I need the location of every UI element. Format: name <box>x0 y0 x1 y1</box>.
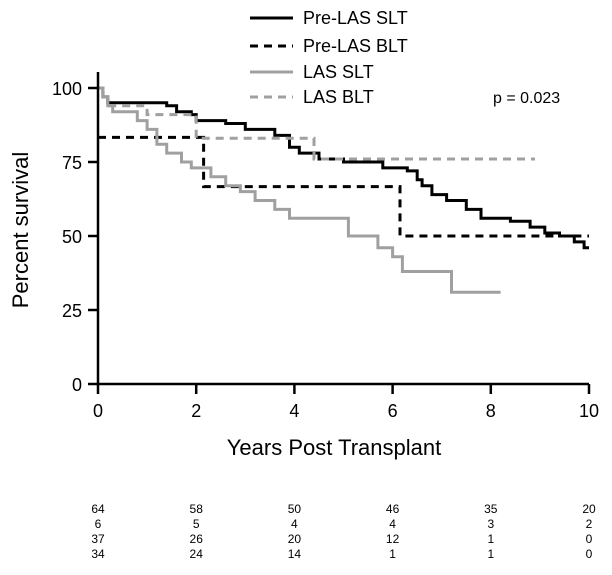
legend-label-pre-las-blt: Pre-LAS BLT <box>303 36 408 56</box>
series-line-pre-las-blt <box>98 135 589 238</box>
risk-cell: 5 <box>193 517 200 531</box>
legend-label-las-slt: LAS SLT <box>303 62 374 82</box>
x-tick-label: 10 <box>579 401 599 421</box>
series-line-las-slt <box>98 86 501 294</box>
y-tick-label: 100 <box>52 79 82 99</box>
plot-lines <box>98 86 589 294</box>
x-tick-label: 4 <box>289 401 299 421</box>
risk-cell: 1 <box>487 547 494 561</box>
legend-label-pre-las-slt: Pre-LAS SLT <box>303 8 408 28</box>
y-tick-label: 0 <box>72 375 82 395</box>
x-axis-title: Years Post Transplant <box>227 435 441 460</box>
risk-cell: 50 <box>288 502 302 516</box>
x-tick-label: 8 <box>486 401 496 421</box>
risk-cell: 37 <box>91 532 105 546</box>
risk-cell: 0 <box>586 547 593 561</box>
risk-cell: 3 <box>487 517 494 531</box>
risk-cell: 14 <box>288 547 302 561</box>
risk-cell: 20 <box>288 532 302 546</box>
risk-cell: 20 <box>582 502 596 516</box>
number-at-risk-table: 64 58 50 46 35 206 5 4 4 3 237 26 20 12 1 034 24 14 1 1 0 <box>91 502 596 561</box>
x-tick-label: 0 <box>93 401 103 421</box>
risk-cell: 58 <box>190 502 204 516</box>
risk-cell: 34 <box>91 547 105 561</box>
risk-cell: 1 <box>389 547 396 561</box>
y-tick-label: 25 <box>62 301 82 321</box>
risk-cell: 2 <box>586 517 593 531</box>
risk-cell: 1 <box>487 532 494 546</box>
legend-label-las-blt: LAS BLT <box>303 87 374 107</box>
risk-cell: 35 <box>484 502 498 516</box>
risk-cell: 12 <box>386 532 400 546</box>
y-tick-label: 75 <box>62 153 82 173</box>
risk-cell: 6 <box>95 517 102 531</box>
x-tick-label: 6 <box>388 401 398 421</box>
risk-cell: 26 <box>190 532 204 546</box>
y-axis-title: Percent survival <box>8 152 33 309</box>
p-value-annotation: p = 0.023 <box>493 90 560 107</box>
risk-cell: 4 <box>389 517 396 531</box>
series-line-las-blt <box>98 86 535 161</box>
risk-cell: 0 <box>586 532 593 546</box>
risk-cell: 46 <box>386 502 400 516</box>
risk-cell: 64 <box>91 502 105 516</box>
legend: Pre-LAS SLT Pre-LAS BLT LAS SLT LAS BLT <box>250 8 408 107</box>
risk-cell: 24 <box>190 547 204 561</box>
x-tick-label: 2 <box>191 401 201 421</box>
series-line-pre-las-slt <box>98 86 589 250</box>
y-tick-label: 50 <box>62 227 82 247</box>
risk-cell: 4 <box>291 517 298 531</box>
